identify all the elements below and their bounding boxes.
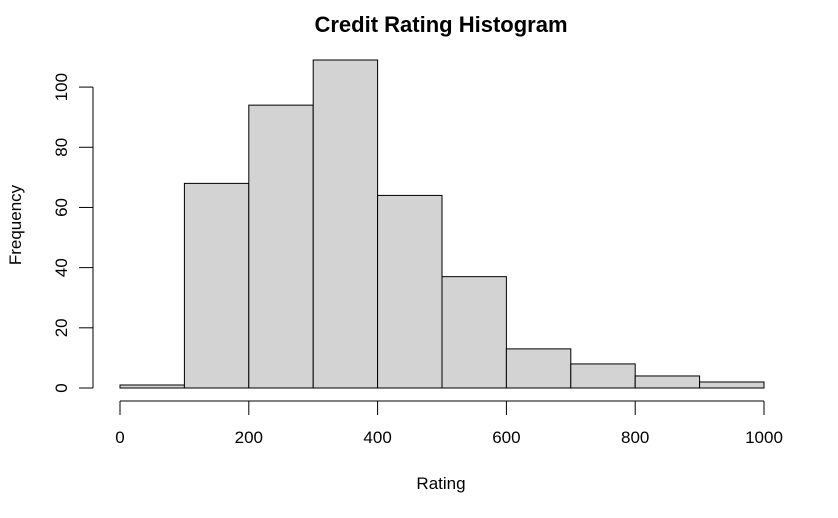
y-tick-label: 40 bbox=[52, 258, 71, 277]
x-axis-label: Rating bbox=[416, 474, 465, 493]
histogram-bar-9 bbox=[634, 375, 701, 389]
y-tick-label: 60 bbox=[52, 198, 71, 217]
y-tick-label: 80 bbox=[52, 138, 71, 157]
histogram-bar-10 bbox=[699, 381, 765, 389]
chart-title: Credit Rating Histogram bbox=[314, 12, 567, 37]
x-axis: 0 200 400 600 800 1000 bbox=[115, 400, 783, 447]
histogram-bar-6 bbox=[441, 276, 507, 389]
x-tick-label: 400 bbox=[363, 428, 391, 447]
x-tick-label: 1000 bbox=[745, 428, 783, 447]
histogram-bar-4 bbox=[312, 59, 379, 389]
y-tick-label: 20 bbox=[52, 318, 71, 337]
histogram-bar-7 bbox=[505, 348, 572, 389]
histogram-bar-5 bbox=[377, 194, 443, 389]
histogram-bar-8 bbox=[570, 363, 636, 389]
x-tick-label: 200 bbox=[235, 428, 263, 447]
y-tick-label: 0 bbox=[52, 383, 71, 392]
y-axis-label: Frequency bbox=[6, 184, 25, 265]
x-tick-label: 600 bbox=[492, 428, 520, 447]
histogram-bar-3 bbox=[248, 104, 314, 389]
x-tick-label: 800 bbox=[621, 428, 649, 447]
histogram-bar-2 bbox=[183, 182, 250, 389]
x-tick-label: 0 bbox=[115, 428, 124, 447]
histogram-bar-1 bbox=[119, 384, 185, 389]
y-tick-label: 100 bbox=[52, 73, 71, 101]
y-axis: 0 20 40 60 80 100 bbox=[52, 73, 94, 393]
bars-group bbox=[119, 59, 765, 389]
